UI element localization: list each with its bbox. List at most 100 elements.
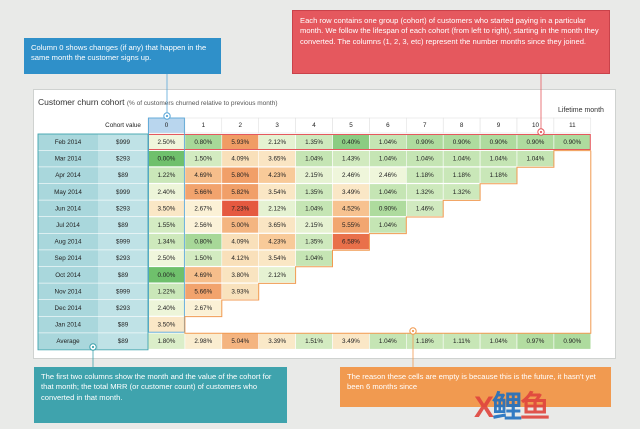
row-value-cell <box>98 283 148 300</box>
heatmap-cell-label: 4.69% <box>194 272 212 279</box>
heatmap-cell-label: 1.22% <box>158 288 176 295</box>
row-label: Sep 2014 <box>55 255 82 262</box>
heatmap-cell-label: 1.04% <box>305 156 323 163</box>
row-label: Apr 2014 <box>55 172 81 179</box>
heatmap-cell-label: 3.80% <box>231 272 249 279</box>
column-header-1: 1 <box>202 122 206 129</box>
heatmap-cell-label: 1.46% <box>416 205 434 212</box>
row-value: $999 <box>116 139 131 146</box>
row-label-cell <box>38 283 98 300</box>
heatmap-cell-label: 5.82% <box>231 189 249 196</box>
marker-orange-dot <box>411 329 415 333</box>
callout-rows-explained: Each row contains one group (cohort) of … <box>292 10 610 74</box>
row-value-cell <box>98 183 148 200</box>
header-cohort-value-cell <box>98 118 148 133</box>
heatmap-cell-label: 1.51% <box>305 338 323 345</box>
heatmap-cell-label: 2.15% <box>305 222 323 229</box>
column-header-11: 11 <box>569 122 576 129</box>
heatmap-cell-label: 4.23% <box>268 172 286 179</box>
callout-empty-cells: The reason these cells are empty is beca… <box>340 367 611 407</box>
row-value: $89 <box>118 222 129 229</box>
row-label-cell <box>38 167 98 184</box>
heatmap-cell-label: 3.65% <box>268 222 286 229</box>
heatmap-cell-label: 1.04% <box>305 205 323 212</box>
row-value-cell <box>98 316 148 333</box>
heatmap-cell-label: 0.90% <box>563 338 581 345</box>
row-value-cell <box>98 233 148 250</box>
heatmap-cell-label: 1.04% <box>453 156 471 163</box>
row-label: Nov 2014 <box>55 288 82 295</box>
lifetime-month-label: Lifetime month <box>558 107 604 114</box>
heatmap-cell-label: 1.43% <box>342 156 360 163</box>
heatmap-cell-label: 1.04% <box>379 338 397 345</box>
heatmap-cell-label: 1.34% <box>158 239 176 246</box>
row-label-cell <box>38 300 98 316</box>
heatmap-cell-label: 0.00% <box>158 272 176 279</box>
heatmap-cell-label: 0.80% <box>194 239 212 246</box>
row-label: Jul 2014 <box>56 222 80 229</box>
heatmap-cell-label: 5.55% <box>342 222 360 229</box>
row-label-average: Average <box>56 338 80 345</box>
column-header-cell <box>553 117 592 134</box>
heatmap-cell-label: 1.50% <box>194 156 212 163</box>
column-header-5: 5 <box>349 122 353 129</box>
heatmap-cell-label: 4.09% <box>231 156 249 163</box>
heatmap-cell-label: 4.12% <box>231 255 249 262</box>
header-blank <box>38 118 98 133</box>
row-label-cell <box>38 217 98 233</box>
header-cohort-value: Cohort value <box>105 122 141 129</box>
row-value-cell <box>98 150 148 167</box>
row-label: Aug 2014 <box>55 239 82 246</box>
heatmap-cell-label: 0.80% <box>194 139 212 146</box>
heatmap-cell-label: 1.35% <box>305 139 323 146</box>
heatmap-cell-label: 3.49% <box>342 189 360 196</box>
row-value: $89 <box>118 322 129 329</box>
heatmap-cell-label: 5.80% <box>231 172 249 179</box>
column-header-2: 2 <box>238 122 242 129</box>
heatmap-cell-label: 2.40% <box>158 305 176 312</box>
empty-region-outline <box>184 150 592 334</box>
heatmap-cell-label: 6.58% <box>342 239 360 246</box>
heatmap-cell-label: 1.04% <box>416 156 434 163</box>
heatmap-cell-label: 4.69% <box>194 172 212 179</box>
heatmap-cell-label: 2.50% <box>158 139 176 146</box>
heatmap-cell-label: 2.15% <box>305 172 323 179</box>
heatmap-cell-label: 0.90% <box>563 139 581 146</box>
row-value-cell <box>98 250 148 267</box>
marker-red-dot <box>539 130 543 134</box>
heatmap-cell-label: 1.11% <box>453 338 471 345</box>
row-label-cell <box>38 316 98 333</box>
heatmap-cell-label: 1.35% <box>305 189 323 196</box>
heatmap-cell-label: 0.40% <box>342 139 360 146</box>
column-header-10: 10 <box>532 122 540 129</box>
heatmap-cell-label: 2.46% <box>379 172 397 179</box>
heatmap-cell-label: 1.04% <box>379 156 397 163</box>
heatmap-cell-label: 2.67% <box>194 205 212 212</box>
row-value: $999 <box>116 288 131 295</box>
row-value-cell <box>98 266 148 283</box>
heatmap-cell-label: 7.23% <box>231 205 249 212</box>
row-label: Feb 2014 <box>55 139 82 146</box>
row-label-cell <box>38 150 98 167</box>
heatmap-cell-label: 1.04% <box>379 189 397 196</box>
row-value-cell <box>98 300 148 316</box>
heatmap-cell-label: 1.04% <box>527 156 545 163</box>
row-value: $999 <box>116 239 131 246</box>
row-label-cell <box>38 134 98 150</box>
heatmap-cell-label: 1.04% <box>379 139 397 146</box>
heatmap-cell-label: 4.23% <box>268 239 286 246</box>
row-value: $89 <box>118 172 129 179</box>
heatmap-cell-label: 1.18% <box>416 172 434 179</box>
heatmap-cell-label: 2.12% <box>268 139 286 146</box>
heatmap-cell-label: 5.00% <box>231 222 249 229</box>
row-value-cell <box>98 167 148 184</box>
heatmap-cell-label: 3.54% <box>268 255 286 262</box>
heatmap-cell-label: 1.18% <box>416 338 434 345</box>
column-header-3: 3 <box>275 122 279 129</box>
heatmap-cell-label: 5.66% <box>194 189 212 196</box>
row-label-cell <box>38 183 98 200</box>
callout-first-columns: The first two columns show the month and… <box>34 367 287 423</box>
column-header-7: 7 <box>423 122 427 129</box>
heatmap-cell-label: 2.67% <box>194 305 212 312</box>
marker-blue-dot <box>165 114 169 118</box>
